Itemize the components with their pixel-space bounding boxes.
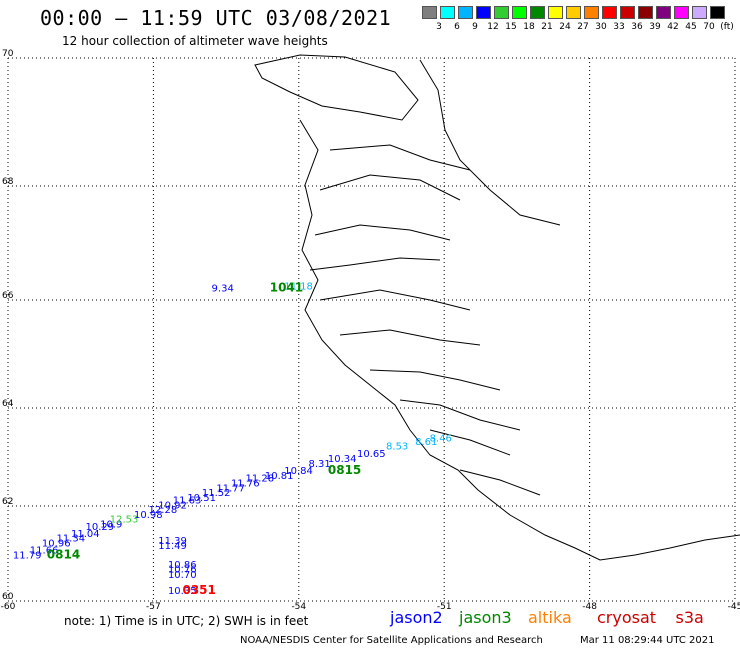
wave-height-label: 10.9: [100, 519, 122, 530]
wave-height-label: 11.28: [245, 474, 274, 485]
legend-label: 9: [472, 22, 478, 32]
longitude-tick-label: -60: [1, 602, 16, 612]
legend-label: 27: [577, 22, 589, 32]
satellite-label-s3a: s3a: [675, 608, 704, 627]
legend-swatch: [638, 6, 653, 19]
wave-height-label: 12.53: [110, 515, 139, 526]
altimeter-tracks: 11.7911.6610.9611.3411.0410.2910.912.531…: [13, 280, 452, 596]
wave-height-label: 10.65: [357, 449, 386, 460]
legend-swatch: [440, 6, 455, 19]
legend-label: 21: [541, 22, 553, 32]
wave-height-label: 11.49: [158, 541, 187, 552]
wave-height-label: 11.34: [56, 534, 85, 545]
pass-time-label: 0815: [328, 463, 361, 477]
legend-swatch: [476, 6, 491, 19]
map-subtitle: 12 hour collection of altimeter wave hei…: [62, 34, 328, 48]
wave-height-label: 10.98: [134, 510, 163, 521]
coastline-greenland: [254, 54, 740, 561]
legend-label: 30: [595, 22, 607, 32]
longitude-tick-label: -45: [728, 602, 740, 612]
satellite-label-jason2: jason2: [390, 608, 443, 627]
wave-height-label: 11.52: [202, 488, 231, 499]
legend-label: 33: [613, 22, 625, 32]
wave-height-label: 8.61: [415, 437, 437, 448]
latitude-tick-label: 64: [2, 399, 14, 409]
satellite-label-cryosat: cryosat: [597, 608, 657, 627]
wave-height-label: 11.63: [173, 496, 202, 507]
legend-label: 39: [649, 22, 661, 32]
legend-swatch: [530, 6, 545, 19]
legend-label: 3: [436, 22, 442, 32]
pass-time-label: 0814: [47, 547, 80, 561]
wave-height-label: 8.46: [430, 433, 452, 444]
wave-height-label: 10.81: [265, 471, 294, 482]
latitude-tick-label: 62: [2, 497, 13, 507]
longitude-tick-label: -51: [437, 602, 452, 612]
legend-swatch: [512, 6, 527, 19]
wave-height-label: 9.34: [212, 283, 234, 294]
legend-swatch: [620, 6, 635, 19]
legend-label: 45: [685, 22, 697, 32]
wave-height-label: 10.96: [42, 538, 71, 549]
longitude-tick-label: -57: [146, 602, 161, 612]
wave-height-label: 10.84: [284, 466, 313, 477]
wave-height-label: 12.28: [149, 505, 178, 516]
latitude-tick-label: 66: [2, 291, 14, 301]
wave-height-label: 11.39: [158, 536, 187, 547]
wave-height-label: 10.92: [158, 500, 187, 511]
satellite-label-jason3: jason3: [459, 608, 512, 627]
generation-timestamp: Mar 11 08:29:44 UTC 2021: [580, 635, 715, 646]
latitude-tick-label: 70: [2, 49, 14, 59]
wave-height-label: 8.31: [308, 459, 330, 470]
legend-swatch: [548, 6, 563, 19]
lat-lon-grid: -60 -57 -54 -51 -48 -45 70 68 66 64 62 60: [1, 49, 740, 612]
wave-height-label: 11.79: [13, 550, 42, 561]
footer-note: note: 1) Time is in UTC; 2) SWH is in fe…: [64, 614, 309, 628]
wave-height-label: 10.86: [168, 560, 197, 571]
wave-height-label: 10.35: [168, 586, 197, 597]
legend-swatch: [692, 6, 707, 19]
wave-height-label: 10.70: [168, 570, 197, 581]
longitude-tick-label: -54: [291, 602, 306, 612]
wave-height-label: 10.34: [328, 454, 357, 465]
legend-label: 24: [559, 22, 571, 32]
legend-label: 36: [631, 22, 643, 32]
legend-swatch: [422, 6, 437, 19]
wave-height-label: 11.66: [30, 546, 59, 557]
legend-label: 12: [487, 22, 499, 32]
legend-swatch: [710, 6, 725, 19]
legend-swatch: [494, 6, 509, 19]
pass-time-label: 0351: [182, 583, 215, 597]
wave-height-label: 11.18: [284, 282, 313, 293]
latitude-tick-label: 68: [2, 177, 14, 187]
satellite-label-altika: altika: [528, 608, 572, 627]
wave-height-label: 10.29: [86, 522, 115, 533]
legend-label: 18: [523, 22, 535, 32]
wave-height-label: 11.76: [231, 478, 260, 489]
legend-label: 70: [703, 22, 715, 32]
pass-time-label: 1041: [270, 280, 303, 294]
wave-height-label: 11.77: [216, 483, 245, 494]
legend-swatch: [566, 6, 581, 19]
wave-height-label: 11.04: [71, 529, 100, 540]
credit-line: NOAA/NESDIS Center for Satellite Applica…: [240, 635, 543, 646]
latitude-tick-label: 60: [2, 592, 14, 602]
legend-label: 15: [505, 22, 517, 32]
wave-height-label: 8.53: [386, 442, 408, 453]
wave-height-label: 10.76: [168, 565, 197, 576]
legend-swatch: [584, 6, 599, 19]
legend-swatch: [656, 6, 671, 19]
legend-swatch: [602, 6, 617, 19]
wave-height-label: 10.51: [187, 493, 216, 504]
legend-swatch: [674, 6, 689, 19]
legend-label: (ft): [720, 22, 734, 32]
longitude-tick-label: -48: [582, 602, 597, 612]
legend-swatch: [458, 6, 473, 19]
map-title: 00:00 – 11:59 UTC 03/08/2021: [40, 6, 392, 30]
legend-label: 6: [454, 22, 460, 32]
legend-label: 42: [667, 22, 679, 32]
